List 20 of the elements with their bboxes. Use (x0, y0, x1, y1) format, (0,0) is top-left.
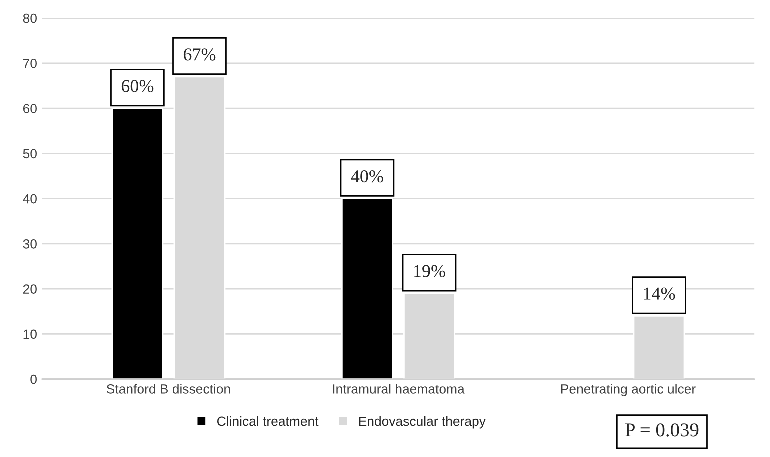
y-tick-label: 0 (30, 374, 37, 384)
x-tick-label: Penetrating aortic ulcer (561, 384, 696, 396)
data-label: 67% (184, 48, 216, 61)
legend-label: Clinical treatment (218, 416, 319, 426)
y-tick-label: 80 (23, 14, 37, 24)
y-tick-label: 60 (23, 104, 37, 114)
y-tick-label: 70 (23, 58, 37, 68)
y-tick-label: 50 (23, 149, 37, 159)
y-tick-label: 30 (23, 239, 37, 249)
x-tick-label: Stanford B dissection (106, 384, 230, 394)
text: P = 0.039 (626, 424, 699, 437)
legend-label: Endovascular therapy (359, 416, 486, 429)
y-tick-label: 20 (23, 284, 37, 294)
data-label: 19% (414, 265, 446, 278)
data-label: 14% (644, 288, 676, 300)
x-tick-label: Intramural haematoma (333, 384, 465, 394)
data-label: 60% (122, 80, 154, 92)
data-label: 40% (351, 170, 384, 183)
y-tick-label: 10 (24, 330, 37, 340)
y-tick-label: 40 (23, 194, 37, 204)
